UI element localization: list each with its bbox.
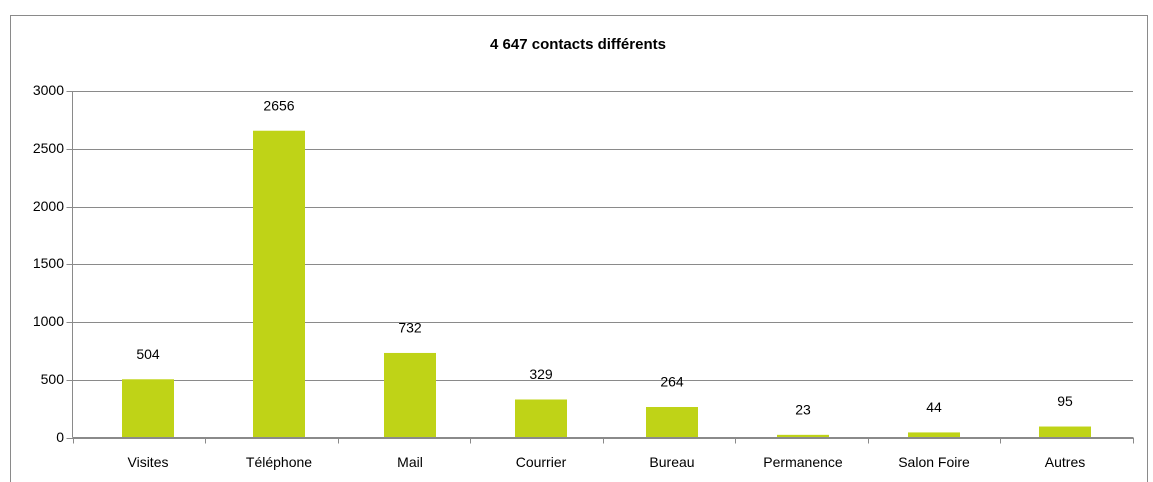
bar [1039,426,1091,438]
bar [908,432,960,438]
chart-title: 4 647 contacts différents [490,36,666,53]
x-tick-label: Courrier [516,454,567,470]
bar [646,407,698,438]
bar [777,434,829,438]
y-tick-label: 0 [56,429,64,445]
data-label: 732 [398,320,422,336]
data-label: 504 [136,346,160,362]
data-label: 329 [529,366,553,382]
data-label: 264 [660,374,684,390]
chart-frame [10,15,1148,482]
data-label: 2656 [263,97,294,113]
data-label: 44 [926,399,942,415]
bar [384,352,436,438]
y-tick-label: 2500 [33,140,64,156]
x-tick-label: Autres [1045,454,1085,470]
x-tick-label: Visites [128,454,169,470]
y-tick-label: 1000 [33,313,64,329]
x-tick-label: Salon Foire [898,454,970,470]
bar [515,399,567,438]
bar [253,130,305,438]
x-tick-label: Mail [397,454,423,470]
y-tick-label: 3000 [33,82,64,98]
y-tick-label: 2000 [33,198,64,214]
y-tick-label: 1500 [33,255,64,271]
bar [122,379,174,438]
data-label: 23 [795,402,811,418]
x-tick-label: Permanence [763,454,843,470]
y-tick-label: 500 [41,371,65,387]
x-tick-label: Téléphone [246,454,312,470]
x-tick-label: Bureau [649,454,694,470]
data-label: 95 [1057,393,1073,409]
